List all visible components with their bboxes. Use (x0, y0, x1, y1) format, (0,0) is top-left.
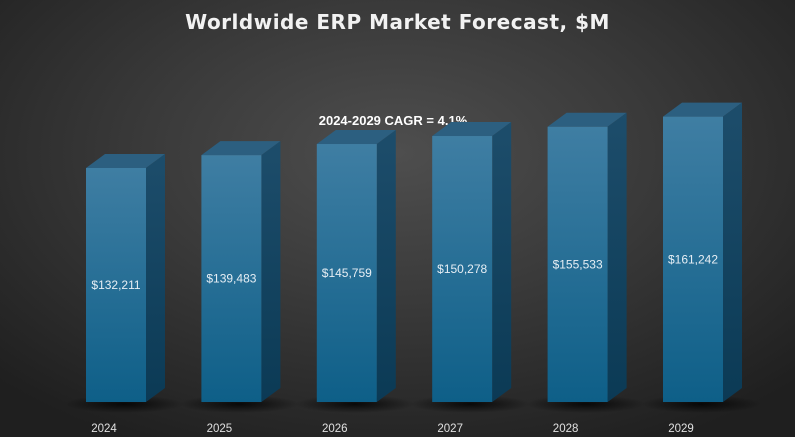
bar-2025 (201, 155, 262, 402)
cagr-annotation: 2024-2029 CAGR = 4.1% (318, 113, 468, 128)
data-label: $161,242 (668, 252, 718, 266)
x-tick-label: 2024 (91, 423, 117, 435)
bar-2027 (432, 136, 493, 402)
data-label: $155,533 (553, 257, 603, 271)
x-tick-label: 2029 (668, 423, 694, 435)
bar-side-face (723, 102, 742, 402)
bar-side-face (261, 141, 281, 402)
bar-top-face (201, 141, 281, 156)
bar-top-face (432, 122, 512, 137)
x-tick-label: 2025 (207, 423, 233, 435)
bar-top-face (86, 154, 165, 168)
data-label: $145,759 (322, 266, 372, 280)
bar-2029 (663, 116, 723, 402)
bar-side-face (492, 122, 512, 402)
bar-2026 (316, 144, 377, 402)
data-label: $132,211 (91, 278, 140, 292)
bar-2024 (86, 168, 146, 402)
bar-side-face (607, 112, 627, 402)
bar-side-face (376, 130, 396, 402)
bar-top-face (547, 112, 627, 127)
bar-side-face (146, 154, 165, 402)
x-tick-label: 2027 (437, 423, 463, 435)
data-label: $150,278 (437, 262, 487, 276)
bar-top-face (316, 130, 396, 145)
x-tick-label: 2026 (322, 423, 348, 435)
bar-top-face (663, 102, 742, 117)
data-label: $139,483 (206, 272, 256, 286)
x-tick-label: 2028 (553, 423, 579, 435)
chart-title: Worldwide ERP Market Forecast, $M (185, 10, 610, 34)
bar-2028 (547, 126, 608, 402)
